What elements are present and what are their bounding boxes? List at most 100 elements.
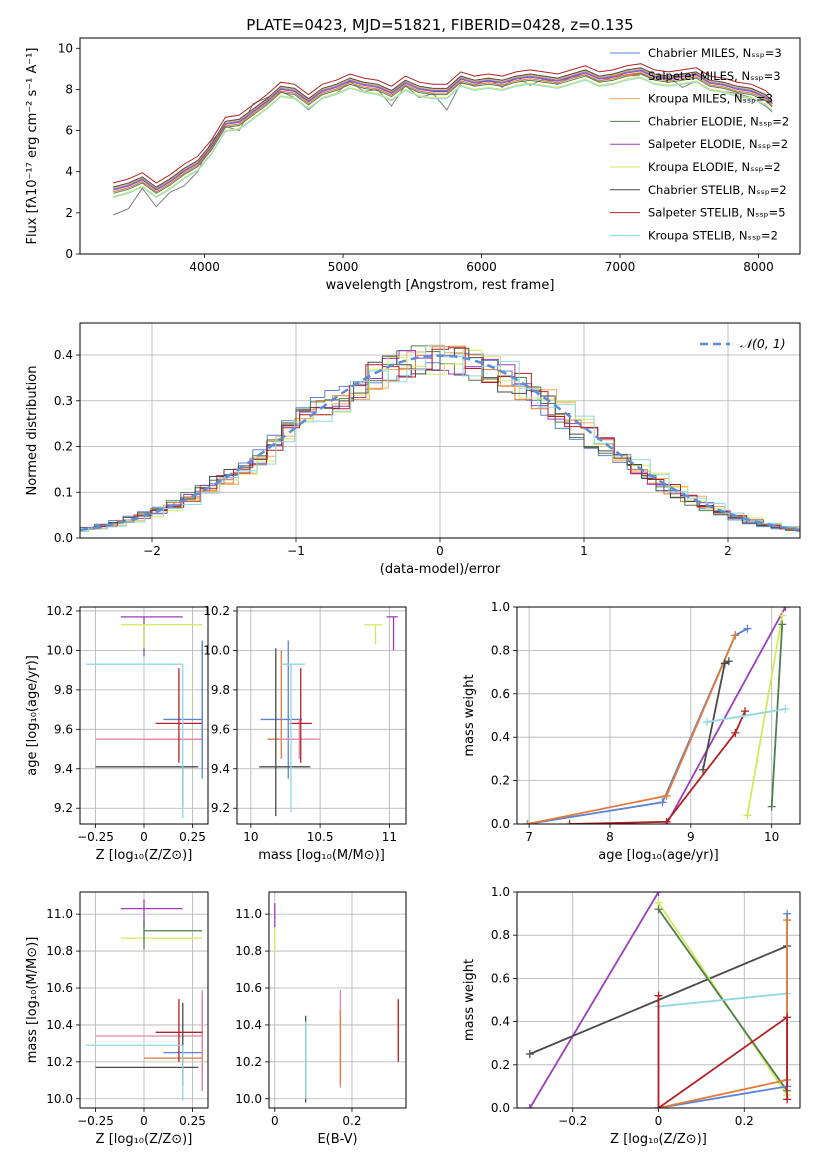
x-tick-label: 10	[764, 830, 779, 844]
y-tick-label: 9.8	[211, 683, 230, 697]
x-tick-label: 9	[687, 830, 695, 844]
age-vs-metallicity-panel: −0.25 0 0.25 9.2 9.4 9.6 9.8 10.0 10.2 Z [log₁₀(Z…	[25, 604, 209, 863]
mass-weight-vs-age-panel: 7 8 9 10 0.0 0.2 0.4 0.6 0.8 1.0 age [log₁₀(age/yr…	[462, 600, 801, 863]
mass-weight-marker	[778, 620, 787, 629]
mass-weight-marker	[720, 659, 729, 668]
x-axis-label: wavelength [Angstrom, rest frame]	[326, 278, 555, 293]
legend-entry: Chabrier ELODIE, Nₛₛₚ=2	[648, 114, 789, 128]
mass-weight-vs-metallicity-panel: −0.2 0 0.2 0.0 0.2 0.4 0.6 0.8 1.0 Z [log₁₀(Z/Z⊙)…	[462, 885, 801, 1147]
x-axis-label: (data-model)/error	[380, 562, 501, 577]
mass-weight-marker	[654, 905, 663, 914]
y-tick-label: 0.0	[491, 1101, 510, 1115]
x-tick-label: 0	[140, 830, 148, 844]
y-tick-label: 0.2	[491, 774, 510, 788]
y-tick-label: 0.1	[54, 485, 73, 499]
mass-weight-marker	[658, 798, 667, 807]
y-axis-label: Flux [fλ10⁻¹⁷ erg cm⁻² s⁻¹ A⁻¹]	[25, 48, 40, 245]
spectrum-panel: 4000 5000 6000 7000 8000 0 2 4 6 8 10 wavelength [A…	[25, 37, 801, 293]
y-tick-label: 10.2	[203, 604, 230, 618]
y-tick-label: 0.6	[491, 971, 510, 985]
y-tick-label: 10.0	[203, 643, 230, 657]
y-tick-label: 0.4	[491, 1015, 510, 1029]
x-tick-label: 8000	[743, 260, 774, 274]
y-tick-label: 0.2	[491, 1058, 510, 1072]
mass-weight-marker	[731, 728, 740, 737]
y-axis-label: mass [log₁₀(M/M⊙)]	[25, 937, 40, 1064]
x-tick-label: 2	[724, 544, 732, 558]
legend-entry: Chabrier MILES, Nₛₛₚ=3	[648, 46, 782, 60]
model-spectrum-line	[113, 70, 773, 191]
model-spectrum-line	[113, 63, 773, 184]
y-tick-label: 10.8	[235, 944, 262, 958]
axes-frame	[236, 606, 407, 825]
mass-weight-line	[527, 634, 737, 824]
axes-frame	[516, 891, 801, 1109]
axes-frame	[79, 606, 209, 825]
y-axis-label: Normed distribution	[25, 366, 40, 496]
legend-entry: Salpeter ELODIE, Nₛₛₚ=2	[648, 137, 788, 151]
mass-weight-marker	[778, 611, 787, 620]
x-tick-label: 0.25	[179, 1114, 206, 1128]
plot-marks	[259, 616, 398, 817]
mass-weight-line	[527, 627, 748, 824]
mass-weight-marker	[703, 718, 712, 727]
x-tick-label: 10.5	[307, 830, 334, 844]
x-axis-label: age [log₁₀(age/yr)]	[598, 848, 719, 863]
x-axis-label: Z [log₁₀(Z/Z⊙)]	[610, 1132, 707, 1147]
y-tick-label: 0.2	[54, 440, 73, 454]
plot-marks	[80, 344, 800, 533]
y-tick-label: 10.4	[46, 1018, 73, 1032]
legend-entry: Kroupa STELIB, Nₛₛₚ=2	[648, 228, 778, 242]
x-tick-label: 0	[140, 1114, 148, 1128]
mass-weight-marker	[698, 765, 707, 774]
mass-vs-metallicity-panel: −0.25 0 0.25 10.0 10.2 10.4 10.6 10.8 11.0 Z [log…	[25, 891, 209, 1147]
y-tick-label: 2	[65, 206, 73, 220]
mass-weight-marker	[654, 991, 663, 1000]
y-tick-label: 11.0	[235, 907, 262, 921]
y-tick-label: 9.8	[54, 683, 73, 697]
residual-histogram-step	[80, 347, 800, 532]
x-tick-label: −0.2	[558, 1114, 587, 1128]
model-spectrum-line	[113, 77, 773, 198]
mass-weight-line	[657, 995, 788, 1108]
x-tick-label: 11	[382, 830, 397, 844]
mass-weight-marker	[783, 1013, 792, 1022]
y-tick-label: 10.2	[46, 604, 73, 618]
legend-entry: Chabrier STELIB, Nₛₛₚ=2	[648, 183, 787, 197]
x-tick-label: 5000	[328, 260, 359, 274]
y-tick-label: 0.4	[54, 348, 73, 362]
y-tick-label: 9.2	[211, 801, 230, 815]
y-tick-label: 0.4	[491, 730, 510, 744]
y-tick-label: 10.6	[235, 981, 262, 995]
model-spectrum-line	[113, 68, 773, 189]
axes-frame	[79, 891, 209, 1109]
model-spectrum-line	[113, 67, 773, 188]
mass-weight-marker	[525, 1050, 534, 1058]
x-tick-label: −1	[287, 544, 305, 558]
plot-marks	[523, 607, 790, 824]
x-tick-label: −0.25	[77, 1114, 114, 1128]
mass-weight-line	[658, 992, 788, 1008]
x-tick-label: 0	[655, 1114, 663, 1128]
x-tick-label: 0.2	[735, 1114, 754, 1128]
axes-frame	[79, 322, 801, 539]
axes-frame	[268, 891, 407, 1109]
mass-weight-line	[706, 708, 786, 723]
mass-weight-marker	[565, 820, 574, 824]
x-tick-label: 7000	[605, 260, 636, 274]
y-tick-label: 9.6	[54, 722, 73, 736]
mass-weight-line	[770, 624, 784, 807]
residual-histogram-step	[80, 347, 800, 532]
x-tick-label: 8	[606, 830, 614, 844]
y-axis-label: mass weight	[462, 674, 477, 756]
y-tick-label: 10.0	[46, 1092, 73, 1106]
x-axis-label: Z [log₁₀(Z/Z⊙)]	[96, 1132, 193, 1147]
y-tick-label: 6	[65, 124, 73, 138]
chart-title: PLATE=0423, MJD=51821, FIBERID=0428, z=0…	[246, 16, 633, 34]
y-tick-label: 1.0	[491, 600, 510, 614]
y-tick-label: 0.8	[491, 928, 510, 942]
mass-weight-line	[658, 920, 788, 1108]
x-axis-label: Z [log₁₀(Z/Z⊙)]	[96, 848, 193, 863]
y-tick-label: 0.6	[491, 687, 510, 701]
x-tick-label: 6000	[466, 260, 497, 274]
